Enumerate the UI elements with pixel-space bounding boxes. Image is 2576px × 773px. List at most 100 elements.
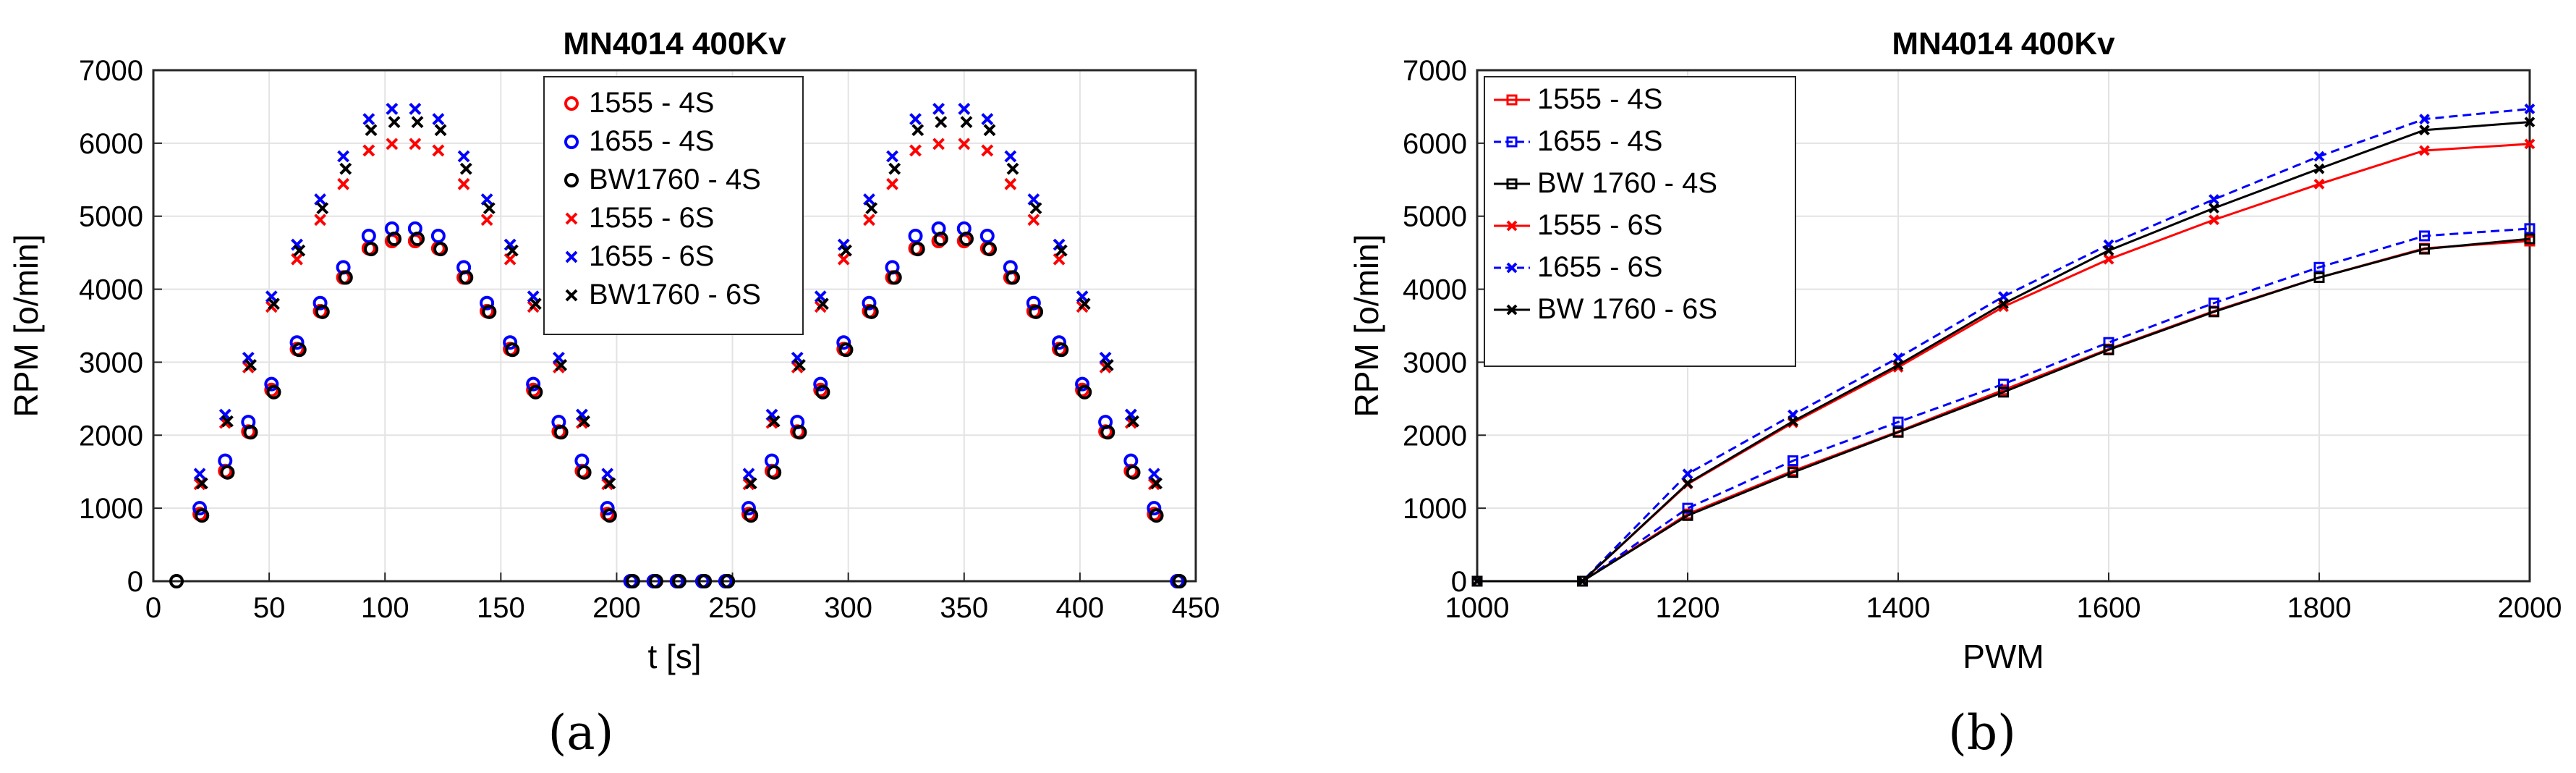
x-tick-label: 100 (361, 592, 409, 624)
data-point (2103, 337, 2114, 348)
legend-marker (565, 289, 578, 302)
data-point (979, 228, 995, 243)
legend-label: 1655 - 6S (589, 240, 714, 272)
data-point (932, 138, 945, 151)
data-point (837, 253, 850, 266)
data-point (2103, 245, 2114, 256)
data-point (886, 177, 898, 190)
data-point (813, 376, 828, 392)
data-point (1998, 301, 2009, 313)
data-point (483, 202, 496, 215)
data-point (1682, 510, 1693, 521)
data-point (245, 359, 257, 371)
data-point (529, 297, 542, 311)
data-point (1004, 177, 1017, 190)
data-point (1075, 376, 1090, 392)
legend-label: 1555 - 4S (589, 87, 714, 119)
legend-label: 1555 - 6S (589, 202, 714, 234)
data-point (1892, 426, 1904, 438)
chart-panel-a: MN4014 400Kv t [s] RPM [o/min] (a) 0 50 10… (7, 26, 1220, 761)
data-point (195, 477, 208, 490)
data-point (862, 295, 877, 311)
legend-label: 1655 - 4S (589, 125, 714, 157)
data-point (958, 138, 971, 151)
series-1655-6s (193, 103, 1160, 481)
y-tick-label: 3000 (79, 347, 143, 379)
legend-marker (564, 173, 579, 187)
data-point (744, 477, 757, 490)
y-tick-label: 7000 (1403, 55, 1467, 87)
data-point (1150, 477, 1162, 490)
y-tick-label: 0 (127, 566, 143, 598)
y-tick-label: 0 (1451, 566, 1467, 598)
data-point (387, 231, 402, 246)
data-point (315, 304, 330, 319)
data-point (432, 113, 445, 125)
legend-marker (1506, 136, 1518, 148)
series-bw1760-6s (195, 116, 1162, 490)
x-axis-label-b: PWM (1963, 638, 2044, 675)
data-point (981, 144, 994, 157)
data-point (388, 116, 401, 129)
data-point (411, 116, 424, 129)
data-point (410, 231, 425, 246)
data-point (813, 382, 828, 397)
data-point (2209, 214, 2219, 226)
data-point (2524, 233, 2535, 245)
data-point (364, 242, 379, 257)
data-point (505, 342, 520, 358)
data-point (2524, 138, 2535, 150)
data-point (2419, 230, 2430, 242)
data-point (553, 425, 569, 440)
data-point (794, 359, 806, 371)
data-point (192, 501, 208, 516)
data-point (2313, 271, 2325, 283)
data-point (338, 270, 353, 285)
x-tick-label: 200 (592, 592, 641, 624)
y-tick-label: 2000 (79, 420, 143, 452)
legend-label: BW1760 - 6S (589, 279, 761, 311)
data-point (2209, 194, 2219, 205)
data-point (982, 242, 998, 257)
data-point (697, 574, 713, 588)
data-point (316, 202, 329, 215)
data-point (602, 508, 617, 523)
x-tick-label: 50 (253, 592, 286, 624)
data-point (480, 214, 493, 227)
data-series-group (1471, 104, 2535, 587)
data-point (1052, 335, 1067, 350)
data-point (625, 574, 640, 588)
data-point (863, 214, 875, 227)
data-point (864, 304, 879, 319)
data-point (2524, 104, 2535, 114)
y-tick-label: 1000 (1403, 493, 1467, 525)
legend-box (1484, 76, 1796, 367)
data-point (365, 124, 378, 137)
data-point (503, 335, 518, 350)
y-tick-label: 5000 (1403, 201, 1467, 233)
data-point (2313, 261, 2325, 273)
data-point (1788, 467, 1798, 478)
x-tick-label: 400 (1056, 592, 1105, 624)
data-point (1004, 150, 1017, 163)
data-point (1892, 360, 1904, 371)
data-point (935, 116, 948, 129)
legend-marker (1506, 262, 1518, 274)
legend: 1555 - 4S 1655 - 4S BW1760 - 4S 1555 - 6S 16… (543, 76, 804, 335)
data-point (1006, 162, 1019, 175)
data-point (2103, 344, 2114, 355)
data-point (361, 228, 376, 243)
data-point (362, 113, 375, 125)
data-point (933, 231, 948, 246)
x-tick-label: 150 (477, 592, 525, 624)
data-point (1027, 214, 1040, 227)
data-point (768, 415, 781, 428)
data-point (2313, 151, 2325, 162)
data-point (482, 304, 497, 319)
data-point (983, 124, 996, 137)
data-point (1055, 244, 1068, 257)
legend-label: BW 1760 - 4S (1537, 167, 1717, 199)
data-point (362, 144, 375, 157)
data-point (960, 116, 973, 129)
